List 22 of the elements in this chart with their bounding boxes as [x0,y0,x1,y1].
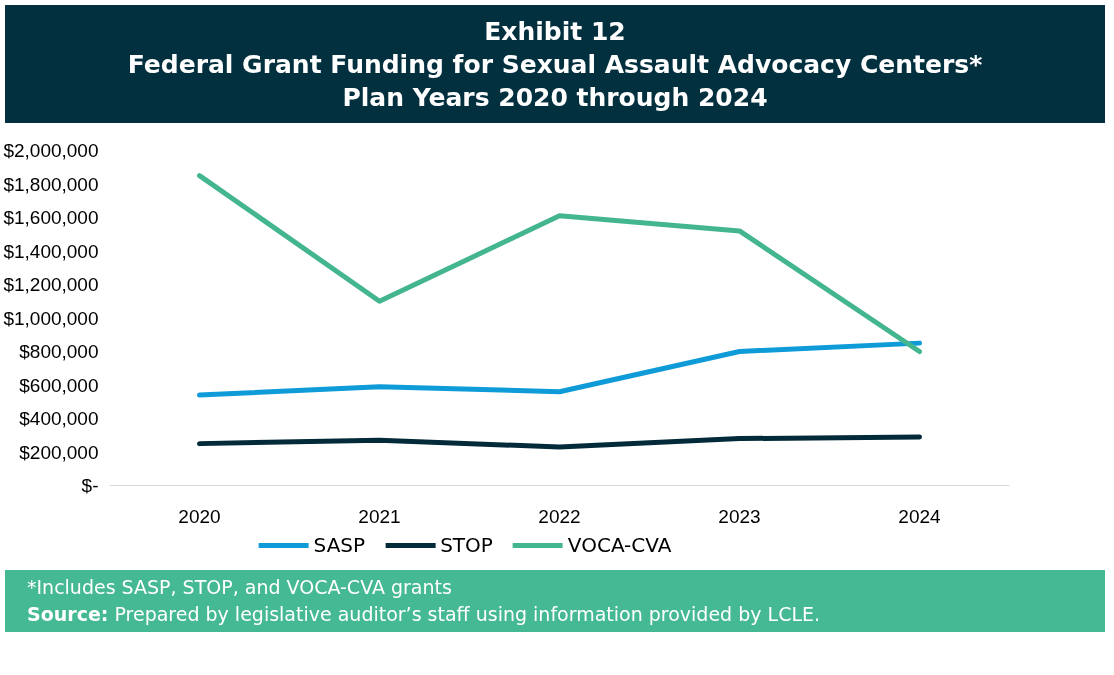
legend-label: SASP [313,533,366,557]
chart-title: Exhibit 12 Federal Grant Funding for Sexual Assault Advocacy Centers* Plan Years 2020 through 2024 [127,16,983,114]
legend-label: VOCA-CVA [567,533,672,557]
y-tick-label: $200,000 [19,441,99,463]
y-tick-label: $1,600,000 [3,207,99,228]
y-tick-label: $- [81,475,99,496]
x-tick-label: 2023 [718,505,761,527]
source-note: Source: Prepared by legislative auditor’s staff using information provided by LCLE. [27,603,821,625]
y-tick-label: $1,400,000 [3,240,99,262]
x-tick-label: 2020 [178,505,221,527]
x-tick-label: 2024 [898,505,942,527]
x-tick-label: 2022 [538,505,581,527]
text: *Includes SASP, STOP, and VOCA-CVA grants [27,576,452,598]
y-tick-label: $1,000,000 [3,307,99,329]
y-tick-label: $600,000 [19,374,99,396]
y-tick-label: $1,800,000 [3,173,99,195]
legend-label: STOP [440,533,493,557]
y-tick-label: $1,200,000 [3,274,99,295]
x-tick-label: 2021 [358,505,401,527]
y-tick-label: $2,000,000 [3,140,99,161]
y-tick-label: $400,000 [19,408,99,429]
y-tick-label: $800,000 [19,341,99,362]
